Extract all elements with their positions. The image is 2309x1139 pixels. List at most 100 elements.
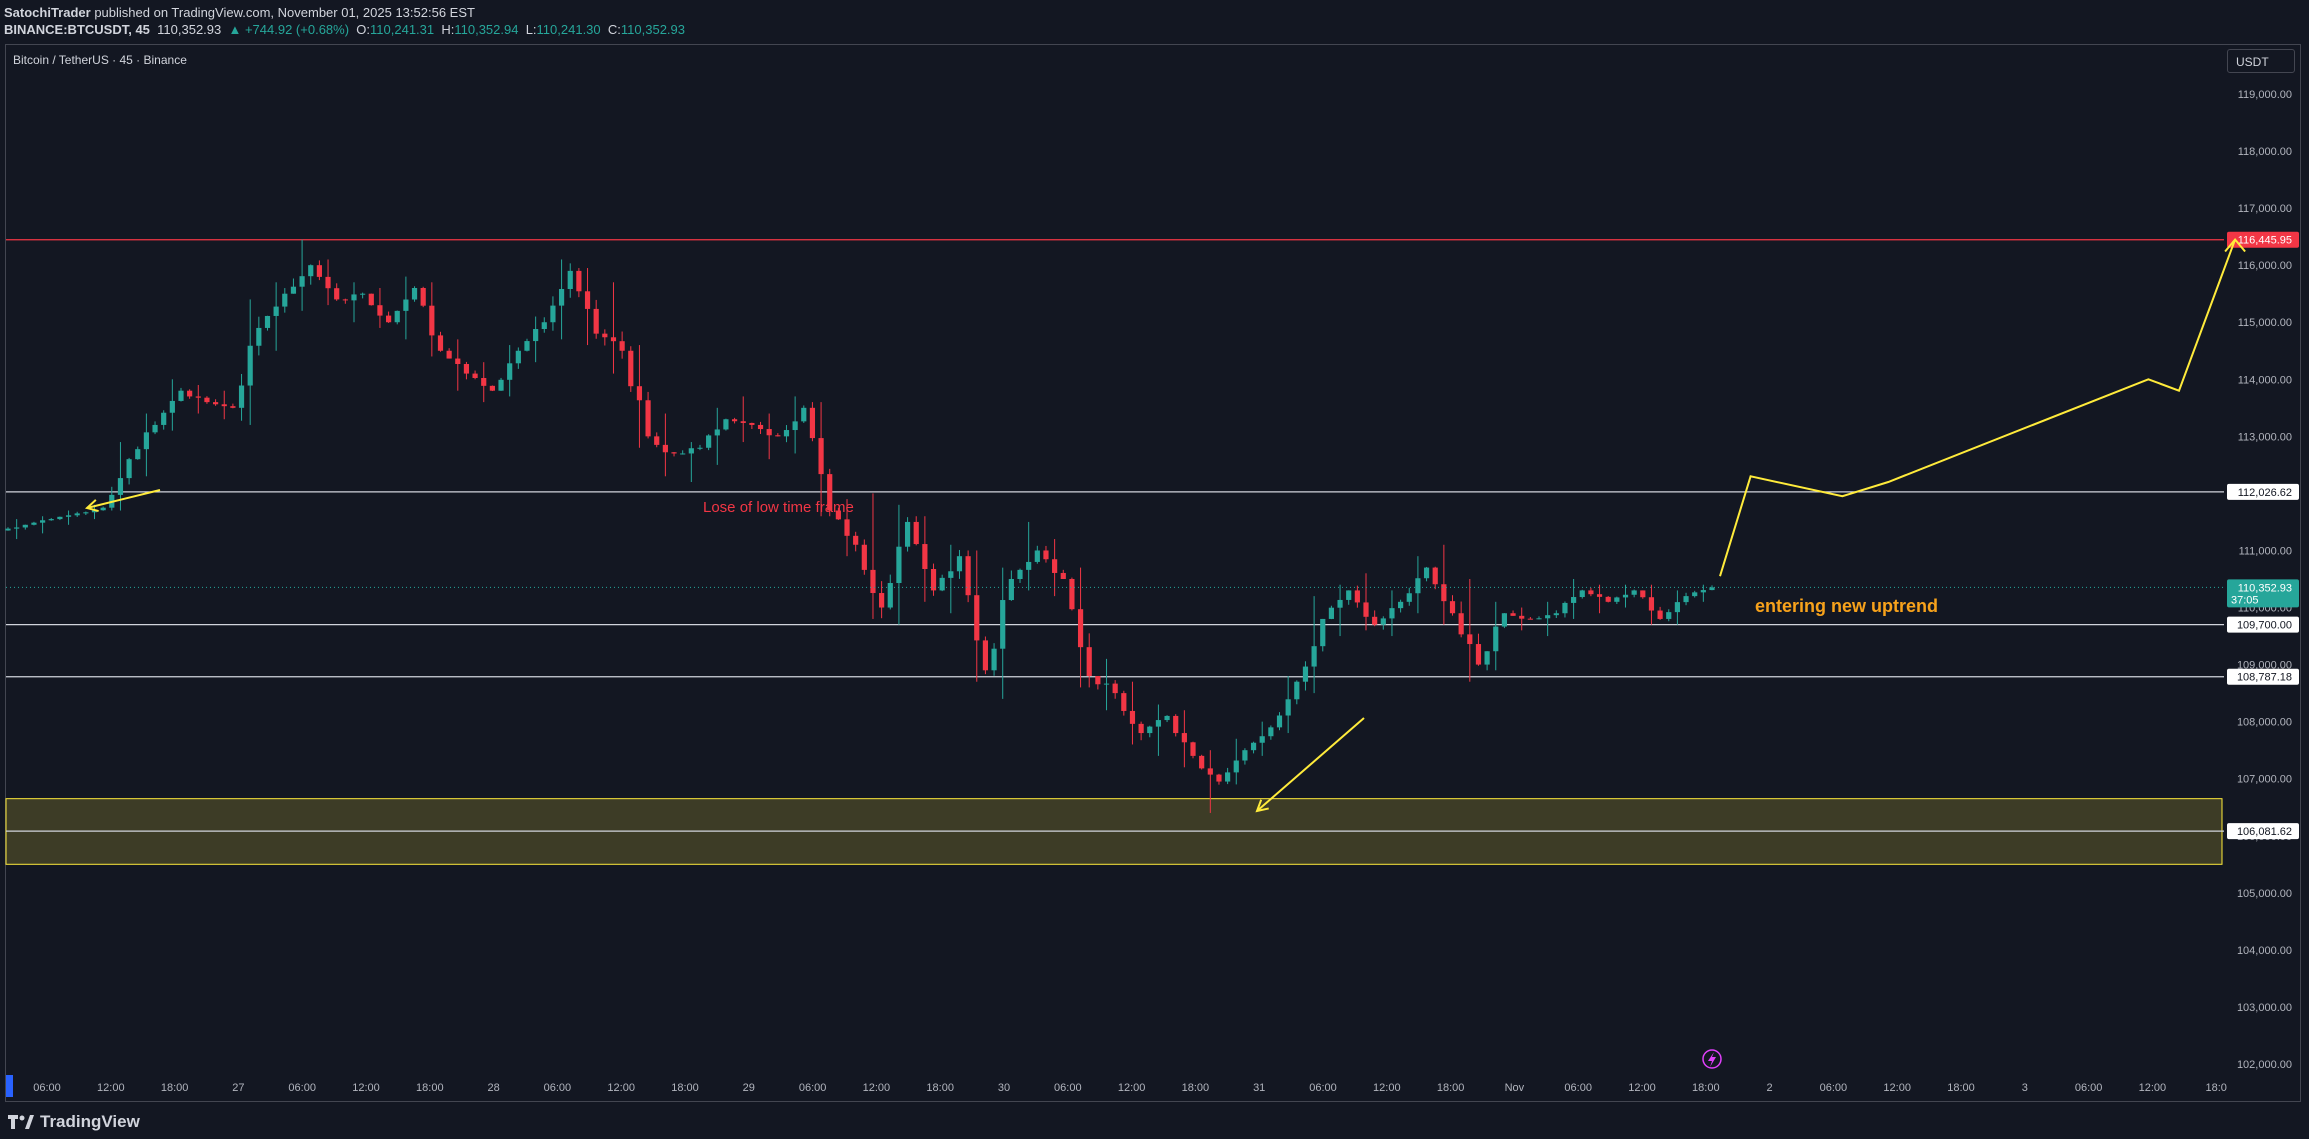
currency-button[interactable]: USDT xyxy=(2227,49,2295,73)
level-price-tag xyxy=(2227,668,2299,685)
candle-body xyxy=(264,315,271,328)
y-tick-label: 119,000.00 xyxy=(2238,89,2292,101)
candle-body xyxy=(230,406,236,408)
candle-body xyxy=(593,308,599,334)
candle-body xyxy=(1294,681,1300,700)
low-label: L: xyxy=(525,22,537,37)
candle-body xyxy=(818,438,824,475)
candle-body xyxy=(697,447,703,449)
candle-body xyxy=(1683,596,1689,603)
candle-body xyxy=(1346,590,1352,600)
candle-body xyxy=(48,519,54,521)
x-tick-label: 12:00 xyxy=(607,1082,635,1094)
candle-body xyxy=(40,520,46,523)
candle-body xyxy=(472,373,478,378)
x-tick-label: 12:00 xyxy=(863,1082,891,1094)
candle-body xyxy=(671,452,677,454)
close-value: 110,352.93 xyxy=(620,22,685,37)
x-tick-label: 18:00 xyxy=(1182,1082,1210,1094)
y-tick-label: 118,000.00 xyxy=(2238,146,2292,158)
y-tick-label: 105,000.00 xyxy=(2237,888,2292,900)
candle-body xyxy=(161,412,167,425)
candle-body xyxy=(1458,613,1464,635)
candle-body xyxy=(731,419,738,422)
candle-body xyxy=(1674,602,1680,613)
projection-arrowhead xyxy=(2224,237,2246,253)
candle-body xyxy=(316,265,322,277)
level-price-label: 109,700.00 xyxy=(2237,620,2292,632)
x-tick-label: 12:00 xyxy=(2139,1082,2167,1094)
candle-body xyxy=(1666,612,1672,619)
candle-body xyxy=(584,291,591,309)
candles-group xyxy=(5,239,1715,813)
candle-body xyxy=(1121,693,1127,711)
open-value: 110,241.31 xyxy=(370,22,435,37)
candle-body xyxy=(619,341,625,351)
y-tick-label: 113,000.00 xyxy=(2238,431,2292,443)
candle-body xyxy=(1657,610,1663,619)
candle-body xyxy=(1017,569,1023,579)
author-name[interactable]: SatochiTrader xyxy=(4,5,91,20)
candle-body xyxy=(1199,755,1205,769)
candle-body xyxy=(1389,608,1395,619)
candle-body xyxy=(662,444,668,453)
x-tick-label: 06:00 xyxy=(1054,1082,1082,1094)
candle-body xyxy=(1337,599,1343,608)
left-arrow xyxy=(86,489,161,509)
candle-body xyxy=(801,407,807,422)
candle-body xyxy=(1510,613,1516,616)
candle-body xyxy=(1069,579,1075,610)
candle-body xyxy=(904,521,911,547)
candle-body xyxy=(680,453,686,455)
x-tick-label: 2 xyxy=(1767,1082,1773,1094)
candle-body xyxy=(299,276,305,287)
candle-body xyxy=(1596,594,1603,597)
candle-body xyxy=(1709,587,1715,591)
x-tick-label: 30 xyxy=(998,1082,1010,1094)
tradingview-logo-icon xyxy=(8,1115,34,1129)
candle-body xyxy=(1043,550,1049,560)
candle-body xyxy=(455,358,461,365)
candle-body xyxy=(1034,550,1040,562)
candle-body xyxy=(117,478,124,495)
candle-body xyxy=(688,448,694,454)
candle-body xyxy=(273,306,279,316)
candle-body xyxy=(783,430,790,437)
candle-body xyxy=(1622,594,1629,598)
candle-body xyxy=(1225,772,1231,782)
candle-body xyxy=(489,385,495,391)
candle-body xyxy=(628,350,634,387)
y-tick-label: 104,000.00 xyxy=(2237,945,2292,957)
last-price-label: 110,352.93 xyxy=(2238,582,2292,594)
candle-body xyxy=(1467,634,1473,645)
candle-body xyxy=(1060,572,1066,579)
x-tick-label: 18:00 xyxy=(671,1082,699,1094)
lightning-icon xyxy=(1702,1049,1722,1069)
candle-body xyxy=(654,436,660,445)
candle-body xyxy=(143,432,149,450)
x-tick-label: 31 xyxy=(1253,1082,1265,1094)
open-label: O: xyxy=(356,22,371,37)
footer-brand[interactable]: TradingView xyxy=(8,1110,140,1134)
last-price-header: 110,352.93 xyxy=(157,22,222,37)
candle-body xyxy=(879,593,885,608)
x-tick-label: 18:00 xyxy=(926,1082,954,1094)
candle-body xyxy=(351,294,357,301)
candle-body xyxy=(749,422,755,425)
candle-body xyxy=(1380,618,1386,625)
candle-body xyxy=(308,265,314,277)
candle-body xyxy=(1138,723,1144,734)
x-tick-label: 18:00 xyxy=(161,1082,189,1094)
x-tick-label: 06:00 xyxy=(33,1082,61,1094)
price-change: ▲ +744.92 (+0.68%) xyxy=(228,22,350,37)
candle-body xyxy=(1423,567,1430,579)
y-tick-label: 102,000.00 xyxy=(2237,1059,2292,1071)
x-tick-label: 18:00 xyxy=(416,1082,444,1094)
candle-body xyxy=(437,335,444,351)
candle-body xyxy=(290,286,297,294)
candle-body xyxy=(1605,596,1611,602)
low-value: 110,241.30 xyxy=(536,22,601,37)
candle-body xyxy=(411,288,418,300)
candle-body xyxy=(334,288,340,300)
